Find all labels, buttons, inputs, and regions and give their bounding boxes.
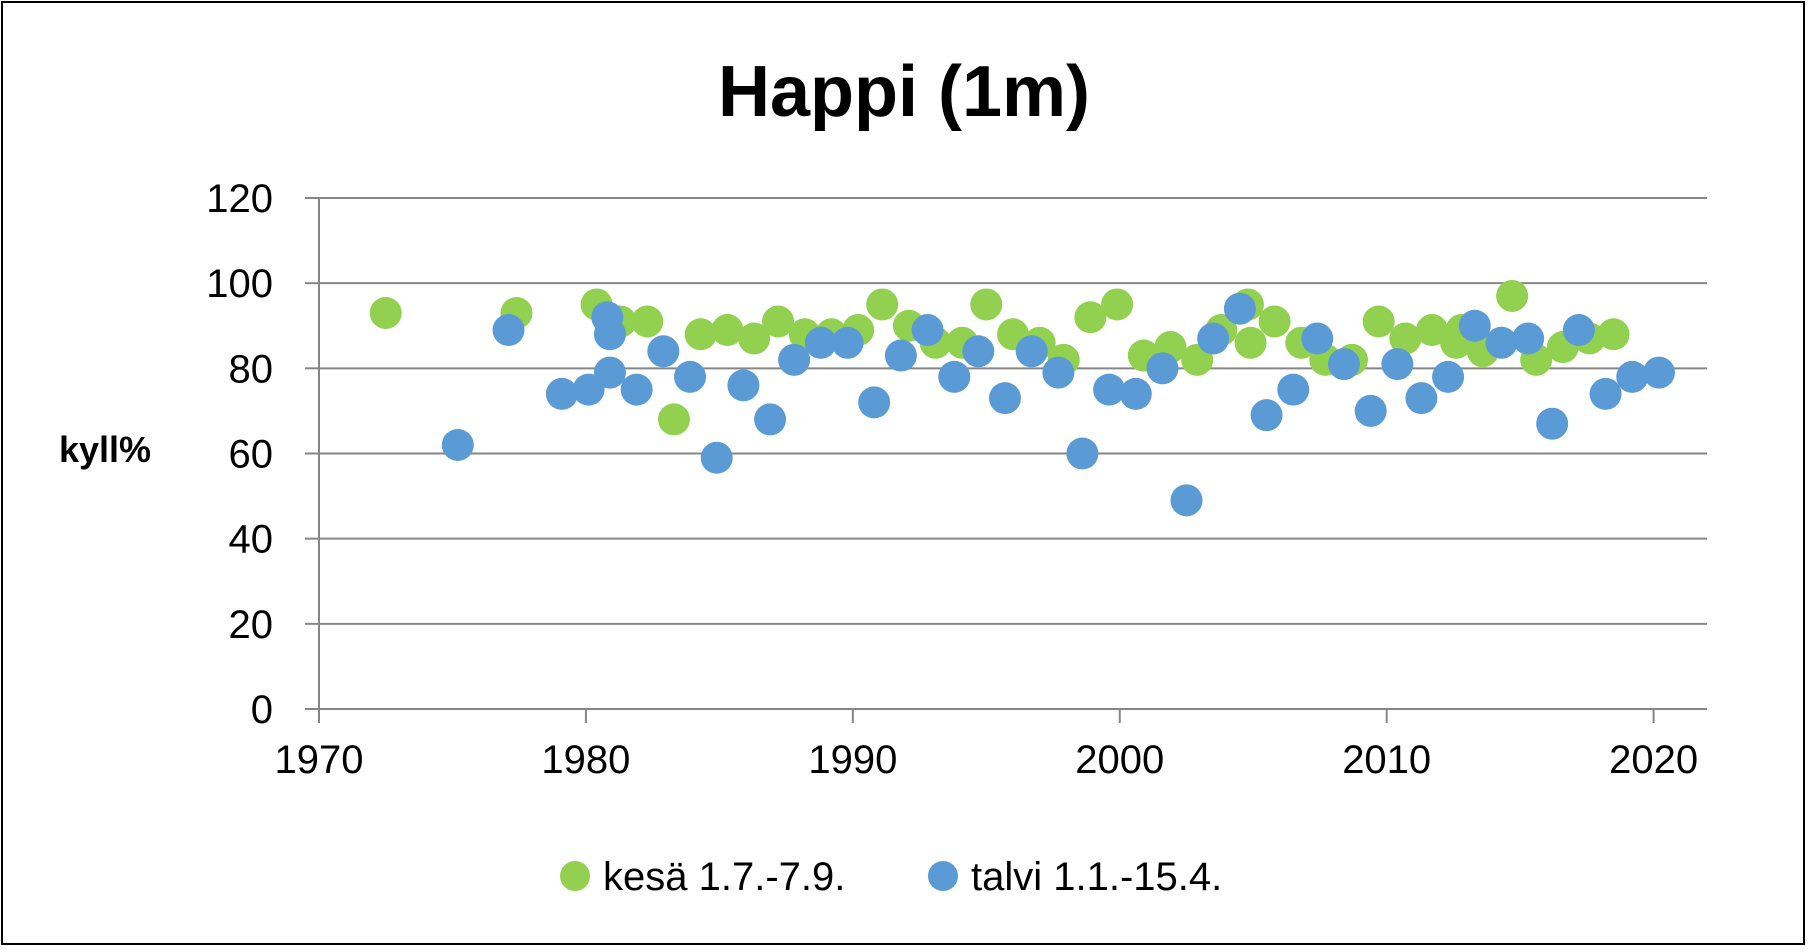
kesa-point: [1416, 314, 1449, 347]
kesa-point: [711, 314, 744, 347]
kesa-point: [631, 305, 664, 338]
x-tick-label: 2000: [1075, 738, 1164, 782]
talvi-point: [441, 428, 474, 461]
talvi-point: [1119, 377, 1152, 410]
kesa-point: [762, 305, 795, 338]
tick-labels: 0 20 40 60 80 100 120 1970 1980 1990 2000 2010 2020: [206, 177, 1698, 782]
talvi-point: [545, 377, 578, 410]
y-tick-label: 120: [206, 177, 273, 221]
talvi-point: [1432, 360, 1465, 393]
talvi-point: [727, 369, 760, 402]
y-tick-label: 80: [229, 347, 274, 391]
x-tick-label: 1990: [808, 738, 897, 782]
talvi-point: [1250, 399, 1283, 432]
talvi-point: [1589, 377, 1622, 410]
kesa-point: [1362, 305, 1395, 338]
talvi-point: [1458, 309, 1491, 342]
y-tick-label: 0: [251, 688, 273, 732]
talvi-point: [572, 373, 605, 406]
talvi-point: [1042, 356, 1075, 389]
legend-label-1: kesä 1.7.-7.9.: [603, 855, 845, 899]
talvi-point: [1616, 360, 1649, 393]
talvi-point: [884, 339, 917, 372]
y-tick-label: 100: [206, 262, 273, 306]
kesa-point: [684, 318, 717, 351]
axes: [305, 197, 1707, 723]
y-tick-label: 20: [229, 603, 274, 647]
x-tick-label: 1980: [541, 738, 630, 782]
talvi-point: [1512, 322, 1545, 355]
talvi-point: [674, 360, 707, 393]
data-points: [369, 279, 1675, 517]
kesa-point: [1389, 322, 1422, 355]
talvi-point: [492, 314, 525, 347]
legend-marker-1: [560, 861, 590, 891]
y-tick-label: 60: [229, 433, 274, 477]
kesa-point: [1101, 288, 1134, 321]
gridlines: [319, 197, 1707, 625]
talvi-point: [1197, 322, 1230, 355]
talvi-point: [1093, 373, 1126, 406]
kesa-point: [1496, 279, 1529, 312]
talvi-point: [754, 403, 787, 436]
talvi-point: [988, 382, 1021, 415]
legend-label-2: talvi 1.1.-15.4.: [971, 855, 1222, 899]
legend-marker-2: [928, 861, 958, 891]
talvi-point: [858, 386, 891, 419]
kesa-point: [1234, 326, 1267, 359]
talvi-point: [1327, 348, 1360, 381]
talvi-point: [1562, 314, 1595, 347]
kesa-point: [1074, 301, 1107, 334]
talvi-point: [1277, 373, 1310, 406]
legend: kesä 1.7.-7.9. talvi 1.1.-15.4.: [560, 855, 1222, 899]
talvi-point: [1381, 348, 1414, 381]
talvi-point: [1354, 394, 1387, 427]
talvi-point: [1301, 322, 1334, 355]
talvi-point: [938, 360, 971, 393]
x-tick-label: 1970: [275, 738, 364, 782]
kesa-point: [970, 288, 1003, 321]
talvi-point: [831, 326, 864, 359]
chart-title: Happi (1m): [718, 52, 1090, 132]
talvi-point: [962, 335, 995, 368]
talvi-point: [778, 343, 811, 376]
talvi-point: [647, 335, 680, 368]
y-tick-label: 40: [229, 518, 274, 562]
talvi-point: [1066, 437, 1099, 470]
talvi-point: [1485, 326, 1518, 359]
talvi-point: [1015, 335, 1048, 368]
x-tick-label: 2020: [1609, 738, 1698, 782]
talvi-point: [1223, 292, 1256, 325]
talvi-point: [620, 373, 653, 406]
y-axis-title: kyll%: [59, 429, 151, 470]
kesa-point: [866, 288, 899, 321]
kesa-point: [738, 322, 771, 355]
talvi-point: [1642, 356, 1675, 389]
talvi-point: [593, 318, 626, 351]
kesa-point: [1258, 305, 1291, 338]
talvi-point: [593, 356, 626, 389]
talvi-point: [911, 314, 944, 347]
kesa-point: [1597, 318, 1630, 351]
talvi-point: [1536, 407, 1569, 440]
kesa-point: [369, 296, 402, 329]
kesa-point: [658, 403, 691, 436]
talvi-point: [1405, 382, 1438, 415]
talvi-point: [700, 441, 733, 474]
talvi-point: [1146, 352, 1179, 385]
talvi-point: [1170, 484, 1203, 517]
talvi-point: [804, 326, 837, 359]
x-tick-label: 2010: [1342, 738, 1431, 782]
